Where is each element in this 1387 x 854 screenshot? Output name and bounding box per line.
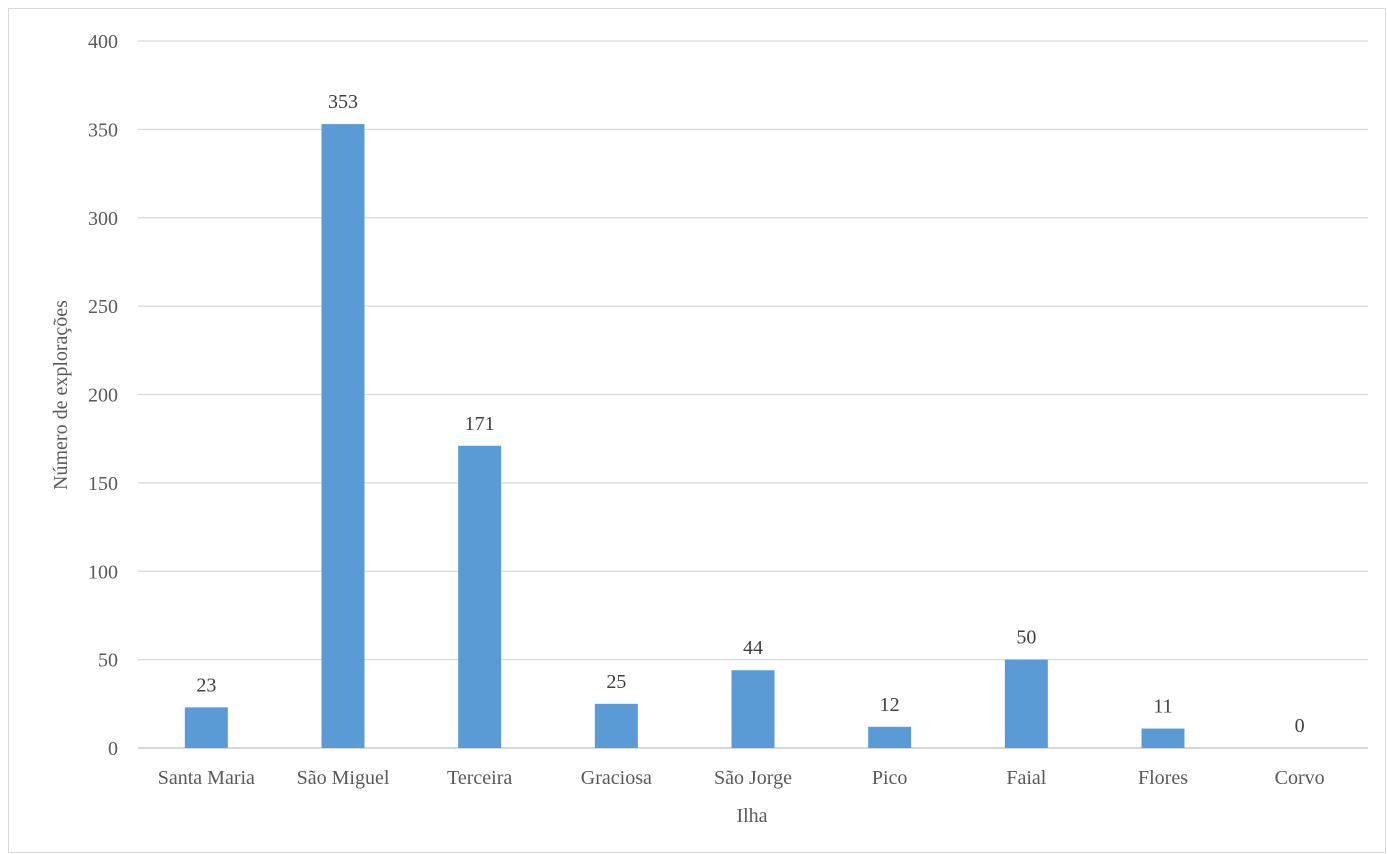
x-axis-title: Ilha — [736, 805, 767, 827]
y-tick-label: 100 — [88, 561, 118, 583]
x-axis-ticks: Santa Maria São Miguel Terceira Graciosa São… — [158, 767, 1325, 789]
x-tick-label: Corvo — [1275, 767, 1325, 789]
data-label: 25 — [606, 671, 626, 693]
y-tick-label: 300 — [88, 208, 118, 230]
bar — [1141, 728, 1185, 748]
chart-frame — [8, 8, 1386, 853]
data-label: 11 — [1153, 696, 1172, 718]
y-tick-label: 50 — [98, 650, 118, 672]
data-label: 353 — [328, 91, 358, 113]
bar — [184, 707, 228, 748]
x-tick-label: São Miguel — [297, 767, 390, 789]
y-tick-label: 400 — [88, 31, 118, 53]
bar — [731, 670, 775, 748]
x-tick-label: Pico — [872, 767, 908, 789]
bars — [184, 124, 1185, 748]
x-tick-label: Santa Maria — [158, 767, 255, 789]
x-tick-label: São Jorge — [714, 767, 792, 789]
bar — [458, 445, 502, 748]
data-label: 23 — [196, 674, 216, 696]
x-tick-label: Faial — [1006, 767, 1046, 789]
data-label: 171 — [465, 413, 495, 435]
data-label: 44 — [743, 637, 763, 659]
bar — [321, 124, 365, 748]
y-tick-label: 350 — [88, 119, 118, 141]
data-labels: 23 353 171 25 44 12 50 11 0 — [196, 91, 1304, 737]
bar — [1004, 659, 1048, 748]
data-label: 0 — [1295, 715, 1305, 737]
x-tick-label: Terceira — [447, 767, 512, 789]
x-tick-label: Graciosa — [581, 767, 652, 789]
y-axis-ticks: 0 50 100 150 200 250 300 350 400 — [88, 31, 118, 760]
bar — [594, 703, 638, 748]
y-tick-label: 0 — [108, 738, 118, 760]
y-tick-label: 150 — [88, 473, 118, 495]
x-tick-label: Flores — [1138, 767, 1188, 789]
y-axis-title: Número de explorações — [50, 300, 72, 490]
y-tick-label: 200 — [88, 385, 118, 407]
data-label: 12 — [880, 694, 900, 716]
data-label: 50 — [1016, 627, 1036, 649]
y-tick-label: 250 — [88, 296, 118, 318]
bar — [868, 726, 912, 748]
